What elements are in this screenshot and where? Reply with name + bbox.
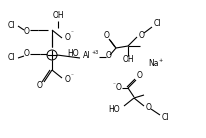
Text: ⁻: ⁻ xyxy=(71,75,74,79)
Text: Cl: Cl xyxy=(154,19,162,29)
Text: O: O xyxy=(137,71,143,80)
Text: OH: OH xyxy=(52,11,64,21)
Text: O: O xyxy=(65,75,71,84)
Text: Na: Na xyxy=(148,59,158,68)
Text: O: O xyxy=(24,27,30,36)
Text: HO: HO xyxy=(108,104,120,113)
Text: O: O xyxy=(24,50,30,59)
Text: HO: HO xyxy=(67,50,79,59)
Text: ⁻: ⁻ xyxy=(113,83,116,88)
Text: Cl: Cl xyxy=(8,54,15,63)
Text: Al: Al xyxy=(83,51,90,60)
Text: +: + xyxy=(158,59,162,63)
Text: ⁻: ⁻ xyxy=(71,31,74,36)
Text: OH: OH xyxy=(122,55,134,64)
Text: Cl: Cl xyxy=(162,112,170,121)
Text: O: O xyxy=(37,82,43,91)
Text: O: O xyxy=(146,104,152,112)
Text: O: O xyxy=(116,83,122,92)
Text: O: O xyxy=(65,33,71,42)
Text: O: O xyxy=(106,51,112,60)
Text: Cl: Cl xyxy=(8,22,15,30)
Text: O: O xyxy=(104,31,110,40)
Text: +3: +3 xyxy=(91,51,98,55)
Text: O: O xyxy=(139,30,145,39)
